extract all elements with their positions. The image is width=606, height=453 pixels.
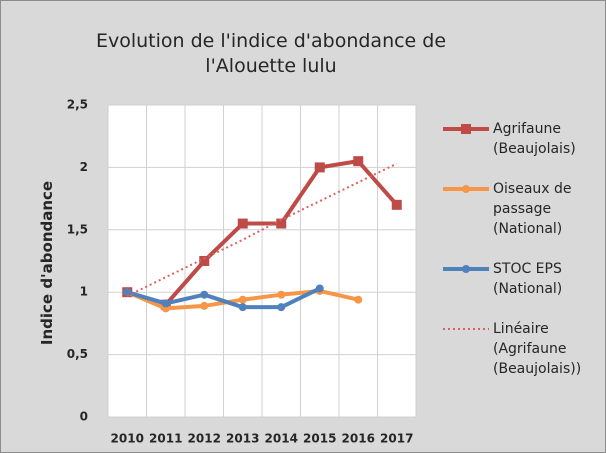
x-tick-label: 2014: [265, 432, 298, 446]
series-line: [126, 159, 399, 307]
series-line: [126, 286, 321, 310]
marker: [200, 290, 209, 299]
marker: [391, 199, 402, 210]
marker: [238, 295, 247, 304]
y-tick-label: 0: [80, 410, 88, 424]
marker: [315, 284, 324, 293]
legend-entry: STOC EPS (National): [441, 259, 605, 299]
legend-marker: [462, 185, 470, 193]
marker: [314, 162, 325, 173]
x-tick-label: 2011: [149, 432, 182, 446]
legend-label: Oiseaux de passage (National): [493, 181, 572, 237]
marker: [277, 290, 286, 299]
legend-entry: Linéaire (Agrifaune (Beaujolais)): [441, 319, 605, 379]
marker: [276, 218, 287, 229]
x-tick-label: 2017: [380, 432, 413, 446]
legend-label: STOC EPS (National): [493, 261, 563, 297]
legend-marker: [461, 124, 471, 134]
marker: [161, 299, 170, 308]
x-tick-label: 2013: [226, 432, 259, 446]
legend-swatch: [443, 185, 489, 193]
y-tick-label: 0,5: [67, 347, 88, 361]
legend-entry: Oiseaux de passage (National): [441, 179, 605, 239]
legend-marker: [462, 265, 470, 273]
legend: Agrifaune (Beaujolais) Oiseaux de passage…: [441, 119, 605, 399]
legend-label: Linéaire (Agrifaune (Beaujolais)): [493, 321, 582, 377]
y-tick-label: 2: [80, 160, 88, 174]
x-tick-label: 2012: [188, 432, 221, 446]
legend-label: Agrifaune (Beaujolais): [493, 121, 576, 157]
marker: [353, 156, 364, 167]
y-tick-label: 1: [80, 285, 88, 299]
chart-title: Evolution de l'indice d'abondance de l'A…: [95, 30, 447, 77]
y-axis-label: Indice d'abondance: [38, 180, 56, 346]
x-tick-label: 2015: [303, 432, 336, 446]
marker: [238, 303, 247, 312]
legend-swatch: [443, 328, 489, 330]
marker: [354, 295, 363, 304]
y-tick-label: 1,5: [67, 222, 88, 236]
marker: [277, 303, 286, 312]
x-tick-label: 2010: [111, 432, 144, 446]
x-tick-label: 2016: [342, 432, 375, 446]
legend-entry: Agrifaune (Beaujolais): [441, 119, 605, 159]
trend-line: [126, 162, 398, 297]
marker: [237, 218, 248, 229]
legend-swatch: [443, 265, 489, 273]
marker: [200, 301, 209, 310]
marker: [123, 288, 132, 297]
y-tick-label: 2,5: [67, 98, 88, 112]
marker: [199, 256, 210, 266]
legend-swatch: [443, 124, 489, 134]
